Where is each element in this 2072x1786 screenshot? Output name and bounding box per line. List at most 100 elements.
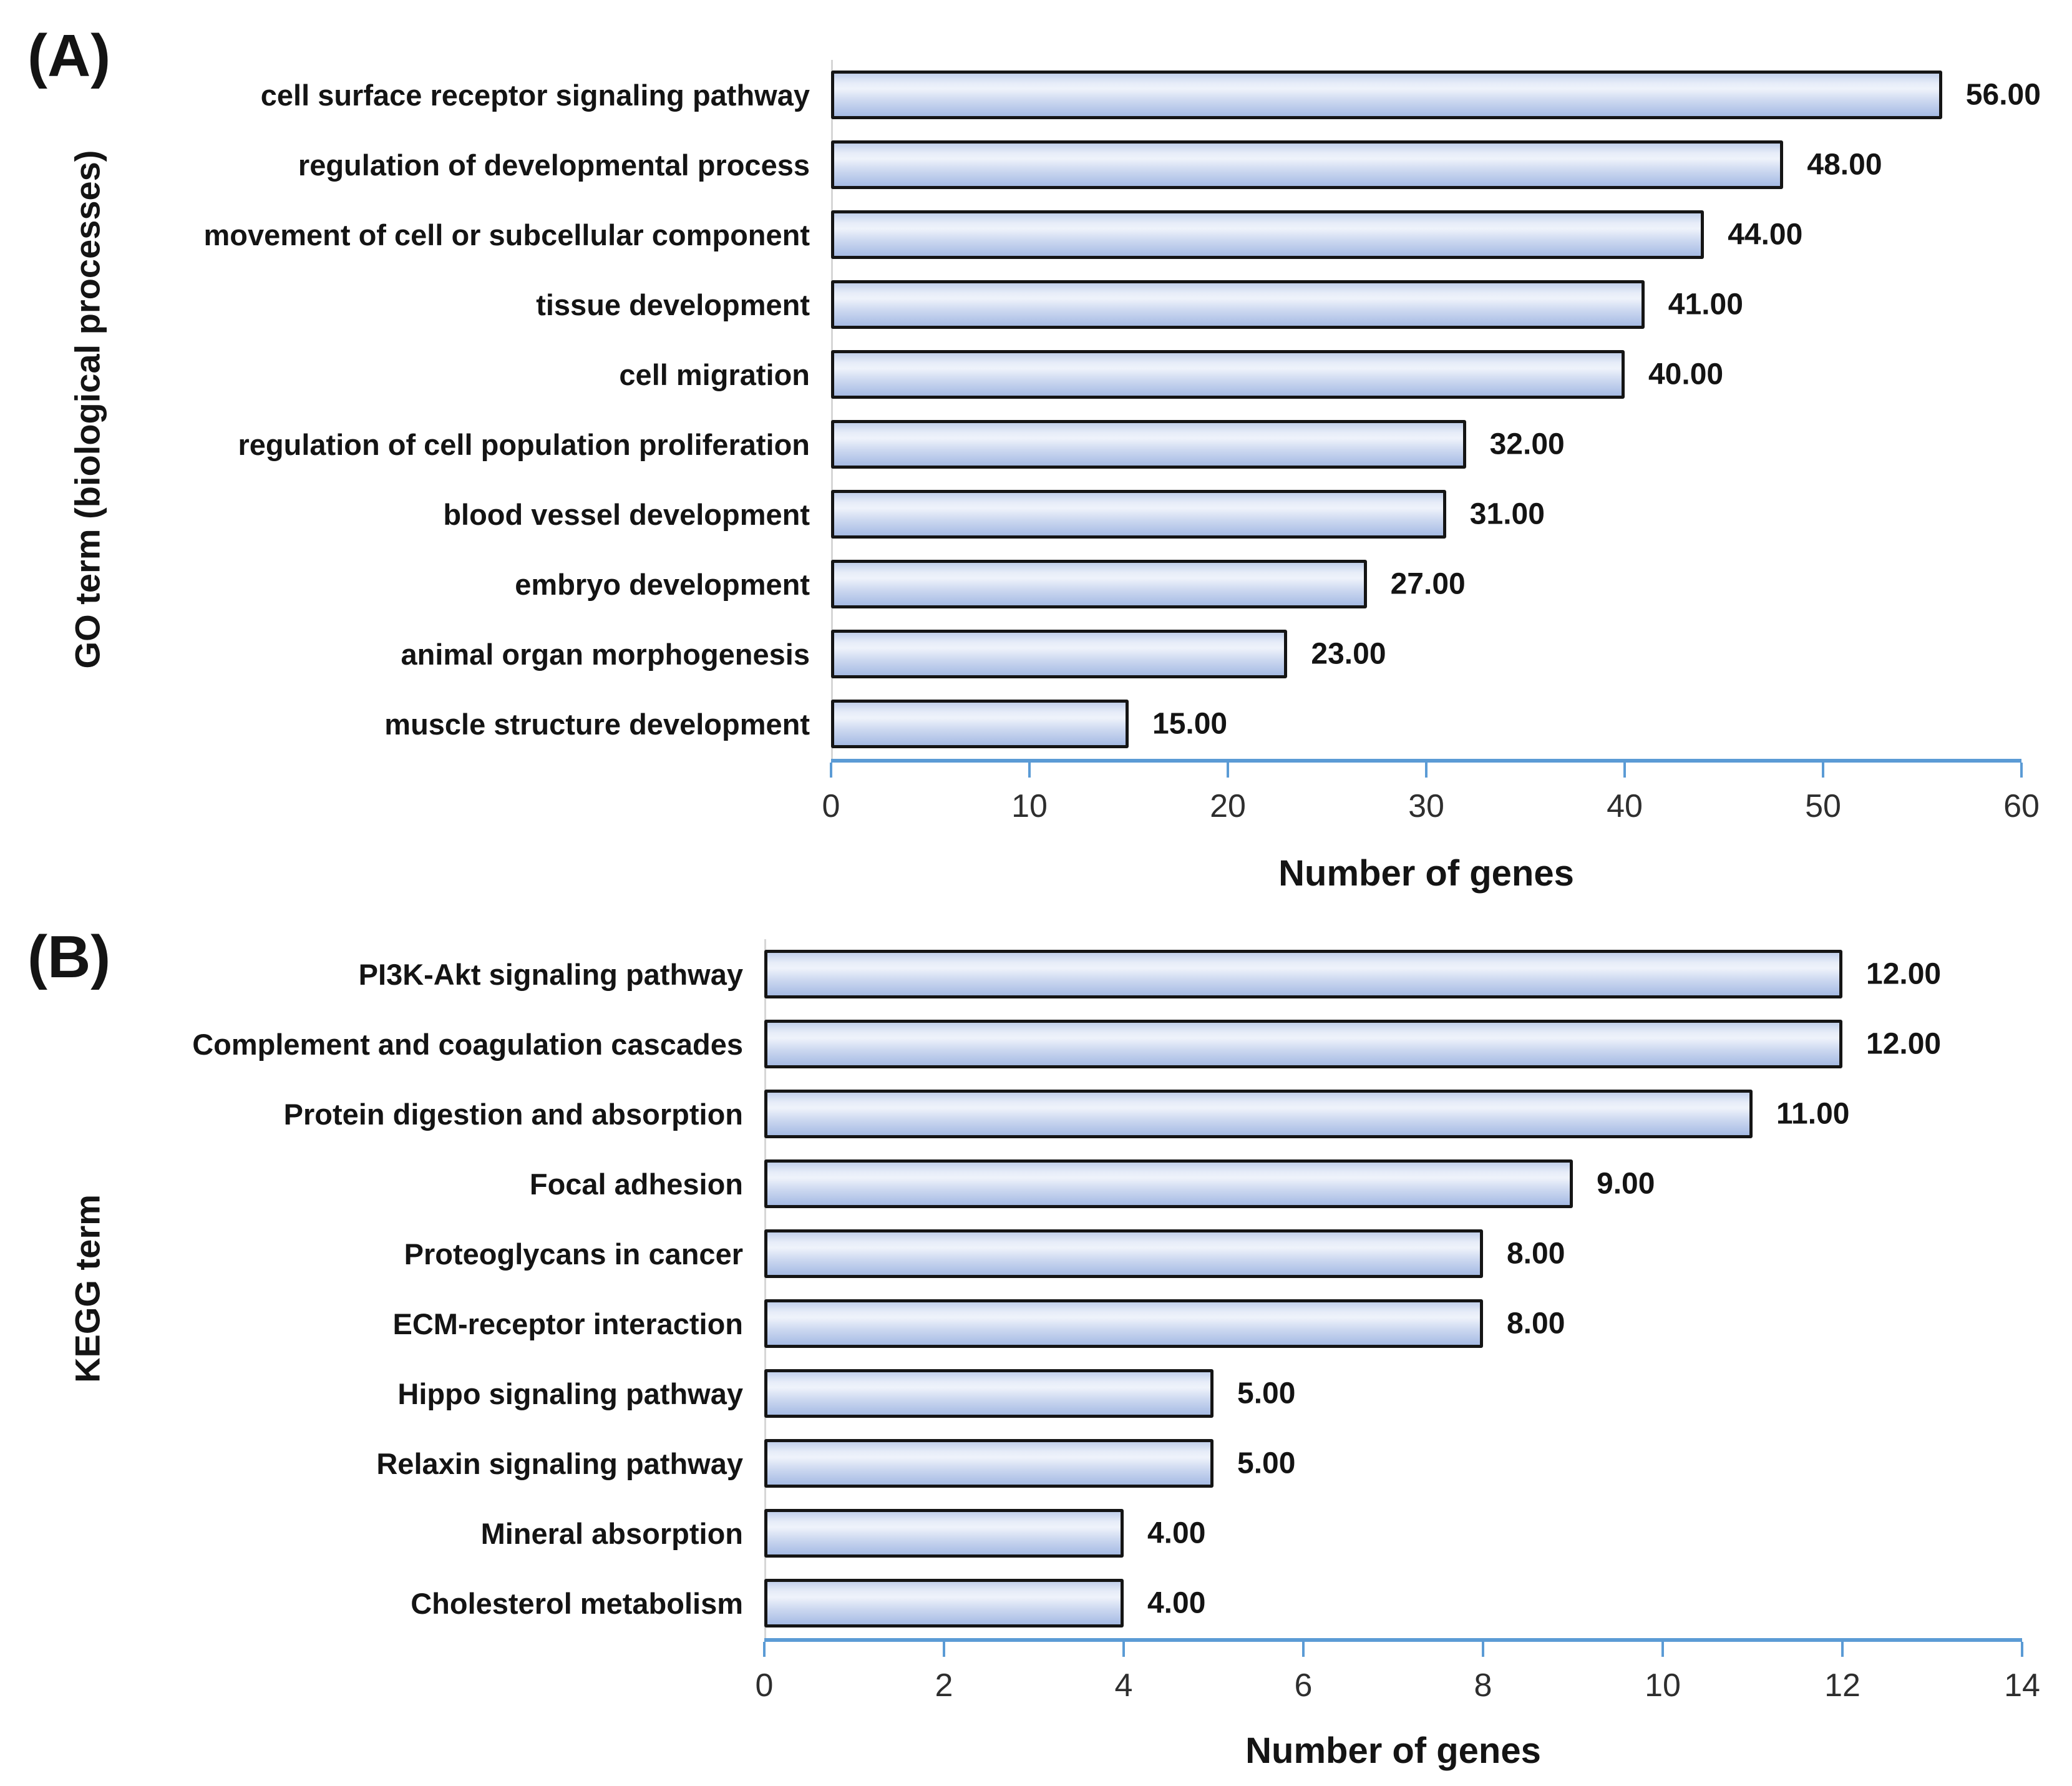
value-label: 40.00	[1648, 358, 1724, 391]
plot-area: 15.00	[831, 689, 2021, 759]
category-label: PI3K-Akt signaling pathway	[358, 957, 743, 991]
x-axis-tick-label: 4	[1114, 1667, 1133, 1704]
value-label: 5.00	[1237, 1377, 1296, 1410]
x-axis-tick	[1028, 763, 1031, 778]
bar-row: Proteoglycans in cancer 8.00	[0, 1219, 2022, 1289]
x-axis-tick	[1661, 1642, 1664, 1657]
panel-b-label: (B)	[27, 924, 111, 990]
bar-row: Focal adhesion 9.00	[0, 1149, 2022, 1219]
category-label: Relaxin signaling pathway	[376, 1447, 743, 1480]
x-axis-tick	[1302, 1642, 1305, 1657]
value-label: 8.00	[1506, 1237, 1565, 1271]
category-label: Cholesterol metabolism	[411, 1586, 743, 1620]
x-axis-tick	[1226, 763, 1229, 778]
panel-b-x-axis-title: Number of genes	[1245, 1730, 1541, 1771]
category-label: Hippo signaling pathway	[397, 1377, 743, 1410]
bar	[831, 280, 1645, 329]
bar-row: regulation of cell population proliferat…	[0, 409, 2021, 479]
value-label: 31.00	[1469, 497, 1545, 531]
bar-row: tissue development 41.00	[0, 270, 2021, 339]
value-label: 4.00	[1147, 1516, 1206, 1550]
bar	[764, 1369, 1214, 1418]
value-label: 41.00	[1668, 288, 1743, 321]
x-axis-tick	[2021, 1642, 2023, 1657]
value-label: 23.00	[1311, 637, 1386, 671]
category-label: cell migration	[619, 358, 810, 391]
x-axis-tick-label: 60	[2003, 788, 2040, 824]
x-axis-tick-label: 30	[1408, 788, 1444, 824]
x-axis-tick	[2020, 763, 2023, 778]
plot-area: 48.00	[831, 130, 2021, 200]
rows: PI3K-Akt signaling pathway 12.00 Complemen…	[0, 939, 2022, 1638]
value-label: 32.00	[1489, 427, 1565, 461]
category-label: Proteoglycans in cancer	[404, 1237, 743, 1271]
category-label: blood vessel development	[443, 497, 810, 531]
value-label: 5.00	[1237, 1447, 1296, 1480]
bar-row: regulation of developmental process 48.00	[0, 130, 2021, 200]
bar-row: Complement and coagulation cascades 12.00	[0, 1009, 2022, 1079]
x-axis-tick-label: 0	[755, 1667, 774, 1704]
bar-row: cell migration 40.00	[0, 339, 2021, 409]
value-label: 12.00	[1866, 1027, 1942, 1061]
bar	[831, 700, 1129, 748]
category-label: Protein digestion and absorption	[283, 1097, 743, 1131]
bar	[831, 350, 1625, 399]
bar	[831, 420, 1466, 469]
category-label: movement of cell or subcellular componen…	[203, 218, 810, 251]
plot-area: 12.00	[764, 1009, 2022, 1079]
x-axis-tick	[1425, 763, 1428, 778]
bar	[764, 1299, 1483, 1348]
bar-row: Relaxin signaling pathway 5.00	[0, 1428, 2022, 1498]
bar-row: Mineral absorption 4.00	[0, 1498, 2022, 1568]
x-axis-tick-label: 10	[1645, 1667, 1681, 1704]
bar	[831, 140, 1784, 189]
x-axis-tick	[1623, 763, 1626, 778]
plot-area: 40.00	[831, 339, 2021, 409]
x-axis-tick	[942, 1642, 945, 1657]
plot-area: 5.00	[764, 1359, 2022, 1428]
bar-row: Cholesterol metabolism 4.00	[0, 1568, 2022, 1638]
bar	[831, 560, 1367, 608]
bar	[764, 1090, 1753, 1138]
panel-a-x-axis-title: Number of genes	[1278, 853, 1574, 894]
bar-row: ECM-receptor interaction 8.00	[0, 1289, 2022, 1359]
x-axis-tick-label: 8	[1474, 1667, 1492, 1704]
plot-area: 4.00	[764, 1498, 2022, 1568]
bar-row: PI3K-Akt signaling pathway 12.00	[0, 939, 2022, 1009]
plot-area: 27.00	[831, 549, 2021, 619]
value-label: 27.00	[1390, 567, 1466, 601]
value-label: 9.00	[1597, 1167, 1655, 1201]
plot-area: 44.00	[831, 200, 2021, 270]
x-axis-tick	[1822, 763, 1824, 778]
category-label: Complement and coagulation cascades	[192, 1027, 743, 1061]
x-axis-tick-label: 50	[1805, 788, 1841, 824]
bar-row: embryo development 27.00	[0, 549, 2021, 619]
bar-row: muscle structure development 15.00	[0, 689, 2021, 759]
x-axis-tick-label: 14	[2004, 1667, 2040, 1704]
x-axis-tick	[763, 1642, 766, 1657]
panel-a-label: (A)	[27, 22, 111, 89]
plot-area: 8.00	[764, 1289, 2022, 1359]
bar	[764, 1509, 1124, 1558]
x-axis-tick-label: 40	[1607, 788, 1643, 824]
x-axis: 0 10 20 30 40 50 60	[822, 759, 2040, 824]
x-axis-tick	[1122, 1642, 1125, 1657]
bar-row: blood vessel development 31.00	[0, 479, 2021, 549]
bar	[831, 490, 1446, 539]
panel-b-category-axis-line	[764, 939, 766, 1638]
x-axis-tick-label: 2	[935, 1667, 953, 1704]
category-label: Focal adhesion	[529, 1167, 743, 1201]
bar	[764, 1159, 1573, 1208]
bar	[831, 210, 1705, 259]
plot-area: 8.00	[764, 1219, 2022, 1289]
x-axis-tick-label: 20	[1210, 788, 1246, 824]
category-label: regulation of developmental process	[298, 148, 810, 182]
x-axis-tick-label: 10	[1011, 788, 1048, 824]
plot-area: 9.00	[764, 1149, 2022, 1219]
plot-area: 32.00	[831, 409, 2021, 479]
plot-area: 12.00	[764, 939, 2022, 1009]
plot-area: 11.00	[764, 1079, 2022, 1149]
value-label: 4.00	[1147, 1586, 1206, 1620]
category-label: muscle structure development	[384, 707, 810, 741]
plot-area: 5.00	[764, 1428, 2022, 1498]
